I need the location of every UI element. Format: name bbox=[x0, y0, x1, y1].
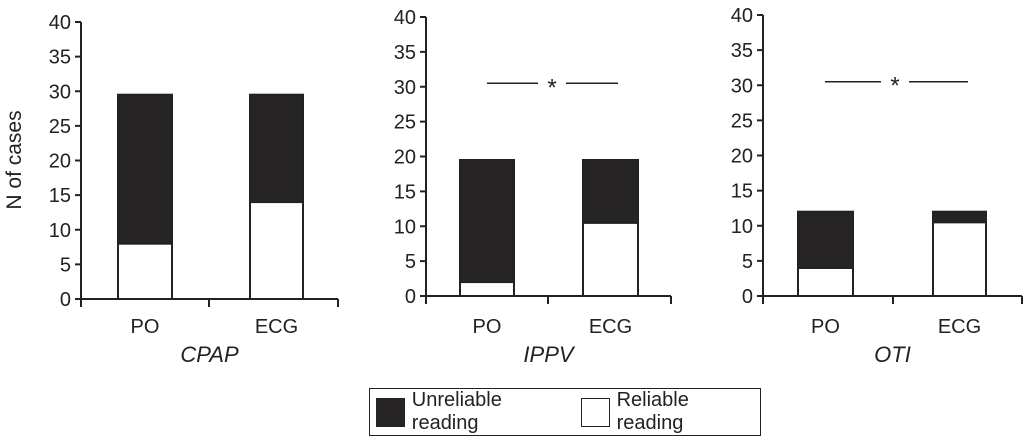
y-tick-label: 20 bbox=[731, 146, 753, 168]
x-category-label: PO bbox=[473, 316, 502, 338]
y-tick-label: 10 bbox=[49, 220, 71, 242]
bar-oti-po-unreliable bbox=[797, 210, 854, 269]
y-tick-label: 15 bbox=[731, 181, 753, 203]
y-axis-label: N of cases bbox=[3, 110, 26, 209]
y-tick-label: 0 bbox=[60, 289, 71, 311]
panel-title: OTI bbox=[874, 342, 911, 367]
significance-marker: * bbox=[890, 73, 899, 100]
y-tick-label: 25 bbox=[49, 116, 71, 138]
x-category-label: ECG bbox=[938, 316, 981, 338]
x-category-label: PO bbox=[131, 316, 160, 338]
panel-title: CPAP bbox=[180, 342, 239, 367]
y-tick-label: 25 bbox=[394, 112, 416, 134]
bar-cpap-po-reliable bbox=[117, 242, 173, 301]
bar-ippv-po-unreliable bbox=[459, 158, 515, 284]
y-tick-label: 20 bbox=[394, 147, 416, 169]
bar-ippv-po-reliable bbox=[459, 281, 515, 297]
legend: Unreliable reading Reliable reading bbox=[369, 388, 761, 436]
bar-ippv-ecg-unreliable bbox=[582, 158, 639, 224]
y-tick-label: 30 bbox=[394, 77, 416, 99]
x-category-label: ECG bbox=[589, 316, 632, 338]
bar-cpap-ecg-unreliable bbox=[249, 93, 304, 204]
y-tick-label: 40 bbox=[394, 7, 416, 29]
y-tick-label: 10 bbox=[394, 216, 416, 238]
y-tick-label: 15 bbox=[49, 185, 71, 207]
y-tick-label: 0 bbox=[742, 286, 753, 308]
x-category-label: PO bbox=[811, 316, 840, 338]
bar-cpap-po-unreliable bbox=[117, 93, 173, 245]
bar-oti-ecg-reliable bbox=[932, 221, 987, 297]
bar-ippv-ecg-reliable bbox=[582, 221, 639, 297]
x-category-label: ECG bbox=[255, 316, 298, 338]
y-tick-label: 5 bbox=[405, 251, 416, 273]
legend-label-reliable: Reliable reading bbox=[616, 389, 689, 434]
y-tick-label: 15 bbox=[394, 181, 416, 203]
y-tick-label: 5 bbox=[742, 251, 753, 273]
y-tick-label: 25 bbox=[731, 110, 753, 132]
y-tick-label: 35 bbox=[731, 40, 753, 62]
y-tick-label: 10 bbox=[731, 216, 753, 238]
legend-label-unreliable: Unreliable reading bbox=[411, 389, 502, 434]
panel-title: IPPV bbox=[523, 342, 575, 367]
bar-oti-ecg-unreliable bbox=[932, 210, 987, 224]
y-tick-label: 5 bbox=[60, 254, 71, 276]
y-tick-label: 0 bbox=[405, 286, 416, 308]
y-tick-label: 35 bbox=[49, 47, 71, 69]
y-tick-label: 40 bbox=[49, 12, 71, 34]
y-tick-label: 40 bbox=[731, 5, 753, 27]
significance-marker: * bbox=[547, 74, 556, 101]
y-tick-label: 30 bbox=[731, 75, 753, 97]
y-tick-label: 30 bbox=[49, 81, 71, 103]
bar-cpap-ecg-reliable bbox=[249, 201, 304, 300]
bar-oti-po-reliable bbox=[797, 266, 854, 297]
legend-swatch-unreliable bbox=[376, 397, 405, 427]
y-tick-label: 20 bbox=[49, 151, 71, 173]
legend-swatch-reliable bbox=[580, 397, 610, 427]
y-tick-label: 35 bbox=[394, 42, 416, 64]
